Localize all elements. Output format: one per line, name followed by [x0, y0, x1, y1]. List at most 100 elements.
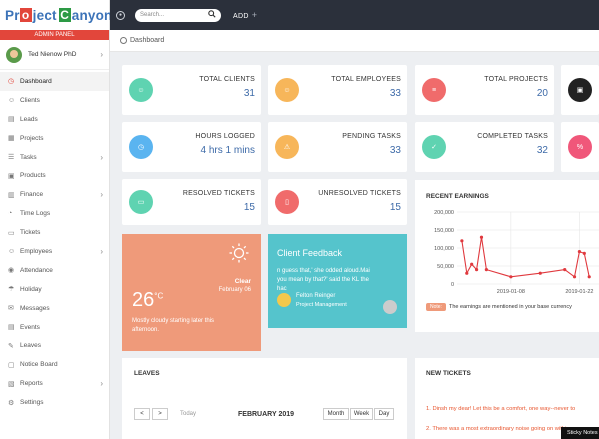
view-month-button[interactable]: Month	[323, 408, 349, 420]
sidebar-item-products[interactable]: ▣ Products	[0, 166, 109, 185]
chart-point	[582, 251, 586, 255]
hours-logged-card[interactable]: ◷ HOURS LOGGED 4 hrs 1 mins	[122, 122, 261, 172]
finance-icon: ▥	[8, 191, 15, 199]
resolved-tickets-card[interactable]: ▭ RESOLVED TICKETS 15	[122, 179, 261, 225]
stat-label: TOTAL PROJECTS	[484, 76, 548, 83]
partial-stat-card[interactable]: ▣	[561, 65, 599, 115]
sidebar-item-holiday[interactable]: ☂ Holiday	[0, 280, 109, 299]
user-profile[interactable]: Ted Nienow PhD ›	[0, 40, 109, 70]
check-icon: ✓	[422, 135, 446, 159]
completed-tasks-card[interactable]: ✓ COMPLETED TASKS 32	[415, 122, 554, 172]
sidebar-item-label: Dashboard	[20, 77, 52, 85]
sidebar-item-label: Leads	[20, 115, 38, 123]
view-week-button[interactable]: Week	[350, 408, 373, 420]
clients-icon: ☺	[8, 96, 16, 104]
ticket-link[interactable]: 1. Dinsh my dear! Let this be a comfort,…	[426, 406, 576, 412]
sticky-notes-button[interactable]: Sticky Notes	[561, 427, 599, 439]
clock-icon: ◷	[129, 135, 153, 159]
chart-point	[479, 235, 484, 239]
search-icon[interactable]	[208, 10, 216, 20]
sidebar-item-label: Employees	[20, 247, 53, 255]
weather-temperature: 26°C	[132, 289, 163, 312]
sidebar-item-label: Products	[20, 172, 46, 180]
next-month-button[interactable]: >	[152, 408, 168, 420]
percent-icon: %	[568, 135, 592, 159]
sidebar-item-leads[interactable]: ▤ Leads	[0, 110, 109, 129]
tasks-icon: ☰	[8, 154, 15, 161]
sidebar-item-label: Reports	[20, 380, 43, 388]
chart-point	[538, 271, 542, 275]
today-button[interactable]: Today	[180, 411, 197, 417]
sun-icon	[229, 243, 249, 263]
sidebar-item-tickets[interactable]: ▭ Tickets	[0, 223, 109, 242]
stat-label: RESOLVED TICKETS	[182, 190, 255, 197]
stat-label: TOTAL CLIENTS	[199, 76, 255, 83]
sidebar-item-employees[interactable]: ☺ Employees ›	[0, 242, 109, 261]
sidebar-item-projects[interactable]: ▦ Projects	[0, 129, 109, 148]
sidebar-item-tasks[interactable]: ☰ Tasks ›	[0, 148, 109, 167]
logo[interactable]: Pr o ject C anyon	[0, 0, 112, 30]
view-day-button[interactable]: Day	[374, 408, 394, 420]
sidebar-item-label: Notice Board	[20, 361, 58, 369]
breadcrumb: Dashboard	[110, 30, 599, 52]
prev-month-button[interactable]: <	[134, 408, 150, 420]
reports-icon: ▧	[8, 380, 15, 388]
settings-icon: ⚙	[8, 399, 15, 407]
stat-value: 33	[389, 145, 401, 156]
add-button[interactable]: ADD +	[233, 10, 257, 20]
employee-icon: ☺	[275, 78, 299, 102]
pending-tasks-card[interactable]: ⚠ PENDING TASKS 33	[268, 122, 407, 172]
logo-text-1: Pr	[5, 7, 20, 23]
feedback-avatar-2	[383, 300, 397, 314]
quote-line: n guess that,' she odded aloud.Mai	[277, 268, 370, 274]
dashboard-icon	[120, 37, 127, 44]
sidebar-item-label: Projects	[20, 134, 44, 142]
avatar	[6, 46, 22, 63]
page-title: Dashboard	[130, 37, 165, 44]
chevron-right-icon: ›	[100, 379, 103, 389]
chart-ytick-label: 200,000	[434, 210, 454, 216]
stat-label: COMPLETED TASKS	[477, 133, 548, 140]
sidebar-item-label: Holiday	[20, 285, 42, 293]
ticket-link[interactable]: 2. There was a most extraordinary noise …	[426, 426, 570, 432]
tickets-title: NEW TICKETS	[426, 370, 471, 377]
sidebar-item-messages[interactable]: ✉ Messages	[0, 299, 109, 318]
sidebar-item-leaves[interactable]: ✎ Leaves	[0, 336, 109, 355]
user-name: Ted Nienow PhD	[28, 51, 77, 58]
note-text: The earnings are mentioned in your base …	[448, 304, 572, 310]
unresolved-tickets-card[interactable]: ▯ UNRESOLVED TICKETS 15	[268, 179, 407, 225]
earnings-chart: 0 50,000 100,000 150,000 200,000 2019-01-08 20…	[434, 210, 599, 295]
ticket-icon: ▭	[129, 190, 153, 214]
total-clients-card[interactable]: ☺ TOTAL CLIENTS 31	[122, 65, 261, 115]
sidebar-item-label: Tasks	[20, 153, 37, 161]
projects-icon: ▦	[8, 135, 15, 143]
chart-xtick-label: 2019-01-08	[497, 289, 525, 295]
sidebar-item-dashboard[interactable]: ◷ Dashboard	[0, 72, 109, 91]
sidebar-item-attendance[interactable]: ◉ Attendance	[0, 261, 109, 280]
sidebar-item-events[interactable]: ▤ Events	[0, 318, 109, 337]
partial-stat-card-2[interactable]: %	[561, 122, 599, 172]
weather-description: Mostly cloudy starting later this aftern…	[132, 318, 215, 333]
logo-letter-c: C	[58, 8, 71, 22]
attendance-icon: ◉	[8, 267, 15, 275]
sidebar-item-time-logs[interactable]: ◔ Time Logs	[0, 204, 109, 223]
sidebar-item-reports[interactable]: ▧ Reports ›	[0, 374, 109, 393]
feedback-title: Client Feedback	[277, 248, 343, 258]
sidebar-item-clients[interactable]: ☺ Clients	[0, 91, 109, 110]
search-input[interactable]: Search...	[135, 8, 221, 22]
search-placeholder: Search...	[140, 12, 165, 18]
sidebar-item-finance[interactable]: ▥ Finance ›	[0, 185, 109, 204]
menu-toggle-icon[interactable]: ●	[116, 10, 125, 20]
sidebar-item-settings[interactable]: ⚙ Settings	[0, 393, 109, 412]
sidebar-item-notice-board[interactable]: ▢ Notice Board	[0, 355, 109, 374]
chevron-right-icon: ›	[100, 50, 103, 59]
timelogs-icon: ◔	[8, 210, 13, 218]
total-employees-card[interactable]: ☺ TOTAL EMPLOYEES 33	[268, 65, 407, 115]
chart-point	[572, 275, 577, 279]
chart-point	[465, 271, 469, 275]
feedback-role: Project Management	[296, 302, 347, 308]
chevron-right-icon: ›	[100, 246, 103, 256]
earnings-note: Note: The earnings are mentioned in your …	[426, 303, 572, 311]
sidebar-item-label: Leaves	[20, 342, 41, 350]
total-projects-card[interactable]: ≡ TOTAL PROJECTS 20	[415, 65, 554, 115]
